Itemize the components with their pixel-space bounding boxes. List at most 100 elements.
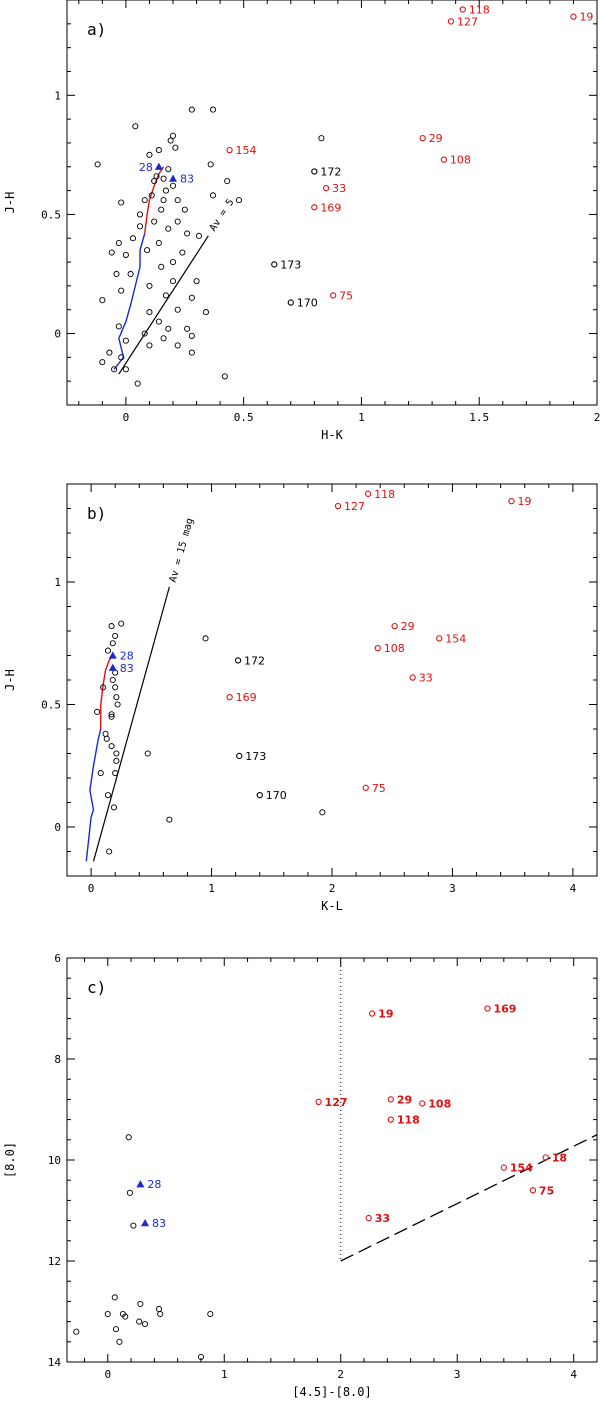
data-point <box>112 770 119 777</box>
data-point <box>106 349 113 356</box>
data-point <box>158 206 165 213</box>
data-point <box>155 147 162 154</box>
labeled-point-33 <box>322 185 330 192</box>
triangle-label-83: 83 <box>180 173 194 186</box>
data-point <box>207 1310 214 1318</box>
point-label-118: 118 <box>374 488 395 501</box>
data-point <box>174 197 181 204</box>
data-point <box>188 106 195 113</box>
point-label-154: 154 <box>236 144 257 157</box>
triangle-point-83 <box>168 174 178 182</box>
labeled-point-154 <box>226 146 233 154</box>
panel-label: c) <box>87 978 106 997</box>
point-label-154: 154 <box>445 632 466 645</box>
point-label-18: 18 <box>552 1151 567 1164</box>
data-point <box>172 144 179 151</box>
data-point <box>113 757 120 764</box>
data-point <box>155 1305 163 1313</box>
data-point <box>165 225 172 232</box>
triangle-point-28 <box>136 1180 145 1188</box>
labeled-point-173 <box>236 752 243 760</box>
point-label-169: 169 <box>320 201 341 214</box>
data-point <box>110 804 118 811</box>
labeled-point-173 <box>271 261 278 268</box>
data-point <box>318 135 325 142</box>
data-point <box>181 206 188 213</box>
data-point <box>108 711 115 718</box>
triangle-label-83: 83 <box>152 1217 166 1230</box>
triangle-point-28 <box>154 162 163 170</box>
y-tick-label: 10 <box>48 1154 61 1167</box>
point-label-19: 19 <box>378 1008 393 1021</box>
data-point <box>174 342 181 349</box>
labeled-point-169 <box>484 1005 491 1012</box>
data-point <box>197 1353 205 1360</box>
point-label-172: 172 <box>320 166 341 179</box>
data-point <box>112 1326 119 1333</box>
data-point <box>169 132 177 139</box>
data-point <box>146 309 153 316</box>
data-point <box>130 1222 137 1229</box>
data-point <box>118 199 125 206</box>
triangle-point-83 <box>141 1219 150 1227</box>
x-tick-label: 3 <box>449 882 456 895</box>
data-point <box>195 232 202 239</box>
data-point <box>167 137 174 144</box>
point-label-172: 172 <box>244 654 265 667</box>
data-point <box>115 323 122 330</box>
data-point <box>179 249 186 256</box>
data-point <box>113 270 120 278</box>
data-point <box>144 247 151 254</box>
data-point <box>134 380 141 387</box>
point-label-170: 170 <box>266 789 287 802</box>
x-tick-label: 0 <box>88 882 95 895</box>
labeled-point-118 <box>364 490 372 497</box>
data-point <box>174 218 181 225</box>
data-point <box>151 218 158 225</box>
data-point <box>148 192 155 199</box>
x-tick-label: 3 <box>454 1368 461 1381</box>
labeled-point-169 <box>226 694 233 701</box>
labeled-point-29 <box>391 622 398 630</box>
labeled-point-172 <box>311 168 318 175</box>
y-tick-label: 0 <box>54 328 61 341</box>
data-point <box>94 161 101 168</box>
data-point <box>157 1310 164 1318</box>
data-point <box>169 182 177 189</box>
point-label-173: 173 <box>245 750 266 763</box>
reddening-label: Av = 5 <box>208 197 237 233</box>
data-point <box>132 123 139 130</box>
y-tick-label: 1 <box>54 89 61 102</box>
data-point <box>155 239 162 247</box>
triangle-label-28: 28 <box>147 1178 161 1191</box>
y-tick-label: 1 <box>54 576 61 589</box>
x-tick-label: 1 <box>358 411 365 424</box>
point-label-19: 19 <box>579 11 593 24</box>
y-tick-label: 0.5 <box>41 699 61 712</box>
point-label-169: 169 <box>494 1003 517 1016</box>
triangle-label-28: 28 <box>120 650 134 663</box>
data-point <box>158 263 165 270</box>
data-point <box>235 197 243 204</box>
data-point <box>162 292 169 299</box>
data-point <box>136 223 144 230</box>
data-point <box>122 251 129 258</box>
point-label-75: 75 <box>539 1184 554 1197</box>
point-label-19: 19 <box>517 495 531 508</box>
data-point <box>99 359 106 366</box>
labeled-point-127 <box>334 502 342 510</box>
x-tick-label: 0.5 <box>234 411 254 424</box>
data-point <box>118 620 125 627</box>
y-tick-label: 0.5 <box>41 208 61 221</box>
labeled-point-19 <box>508 497 515 505</box>
data-point <box>100 684 107 691</box>
point-label-33: 33 <box>419 672 433 685</box>
labeled-point-18 <box>542 1154 549 1161</box>
labeled-point-118 <box>387 1116 394 1123</box>
point-label-29: 29 <box>397 1093 412 1106</box>
labeled-point-127 <box>315 1098 322 1106</box>
data-point <box>146 342 153 349</box>
data-point <box>209 192 217 199</box>
point-label-108: 108 <box>428 1097 451 1110</box>
data-point <box>73 1328 80 1335</box>
